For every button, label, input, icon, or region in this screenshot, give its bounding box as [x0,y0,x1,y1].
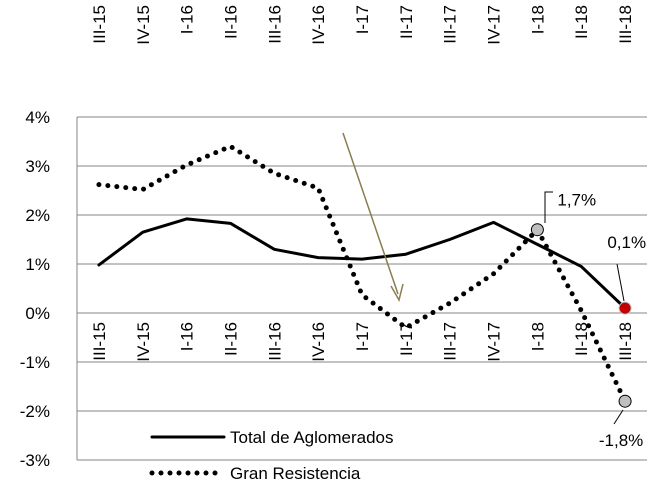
y-tick-label: 2% [25,206,50,225]
y-tick-label: 3% [25,157,50,176]
x-tick-label: II-18 [572,322,591,356]
top-category-label: II-17 [397,5,416,39]
x-tick-label: IV-17 [485,322,504,362]
x-tick-label: III-18 [616,322,635,361]
y-tick-label: 0% [25,304,50,323]
x-tick-label: III-15 [90,322,109,361]
leader-line [544,191,553,223]
leader-line [613,409,624,425]
legend-label: Gran Resistencia [230,464,361,483]
data-label: 0,1% [607,233,646,252]
y-tick-label: -3% [20,451,50,470]
point-marker [618,301,632,315]
top-category-label: III-18 [616,5,635,44]
point-marker [618,394,632,408]
top-category-label: III-15 [90,5,109,44]
top-category-label: III-17 [441,5,460,44]
top-category-label: IV-17 [485,5,504,45]
top-category-label: I-18 [528,5,547,34]
x-tick-label: III-16 [265,322,284,361]
arrow-head [390,283,404,302]
x-tick-label: II-16 [221,322,240,356]
y-tick-label: -1% [20,353,50,372]
x-tick-label: I-17 [353,322,372,351]
y-tick-label: 1% [25,255,50,274]
top-category-label: III-16 [265,5,284,44]
annotation-arrow [342,132,399,295]
x-tick-label: IV-15 [134,322,153,362]
x-tick-label: III-17 [441,322,460,361]
x-tick-label: I-16 [178,322,197,351]
point-marker [530,223,544,237]
top-category-label: I-17 [353,5,372,34]
data-label: -1,8% [599,431,643,450]
data-label: 1,7% [557,191,596,210]
top-category-label: IV-15 [134,5,153,45]
series-line [97,217,627,310]
legend-label: Total de Aglomerados [230,428,394,447]
top-category-label: II-16 [221,5,240,39]
x-tick-label: IV-16 [309,322,328,362]
y-tick-label: 4% [25,108,50,127]
top-category-label: II-18 [572,5,591,39]
top-category-label: IV-16 [309,5,328,45]
leader-line [616,263,625,302]
x-tick-label: II-17 [397,322,416,356]
series-line [96,143,628,404]
top-category-label: I-16 [178,5,197,34]
y-tick-label: -2% [20,402,50,421]
x-tick-label: I-18 [528,322,547,351]
